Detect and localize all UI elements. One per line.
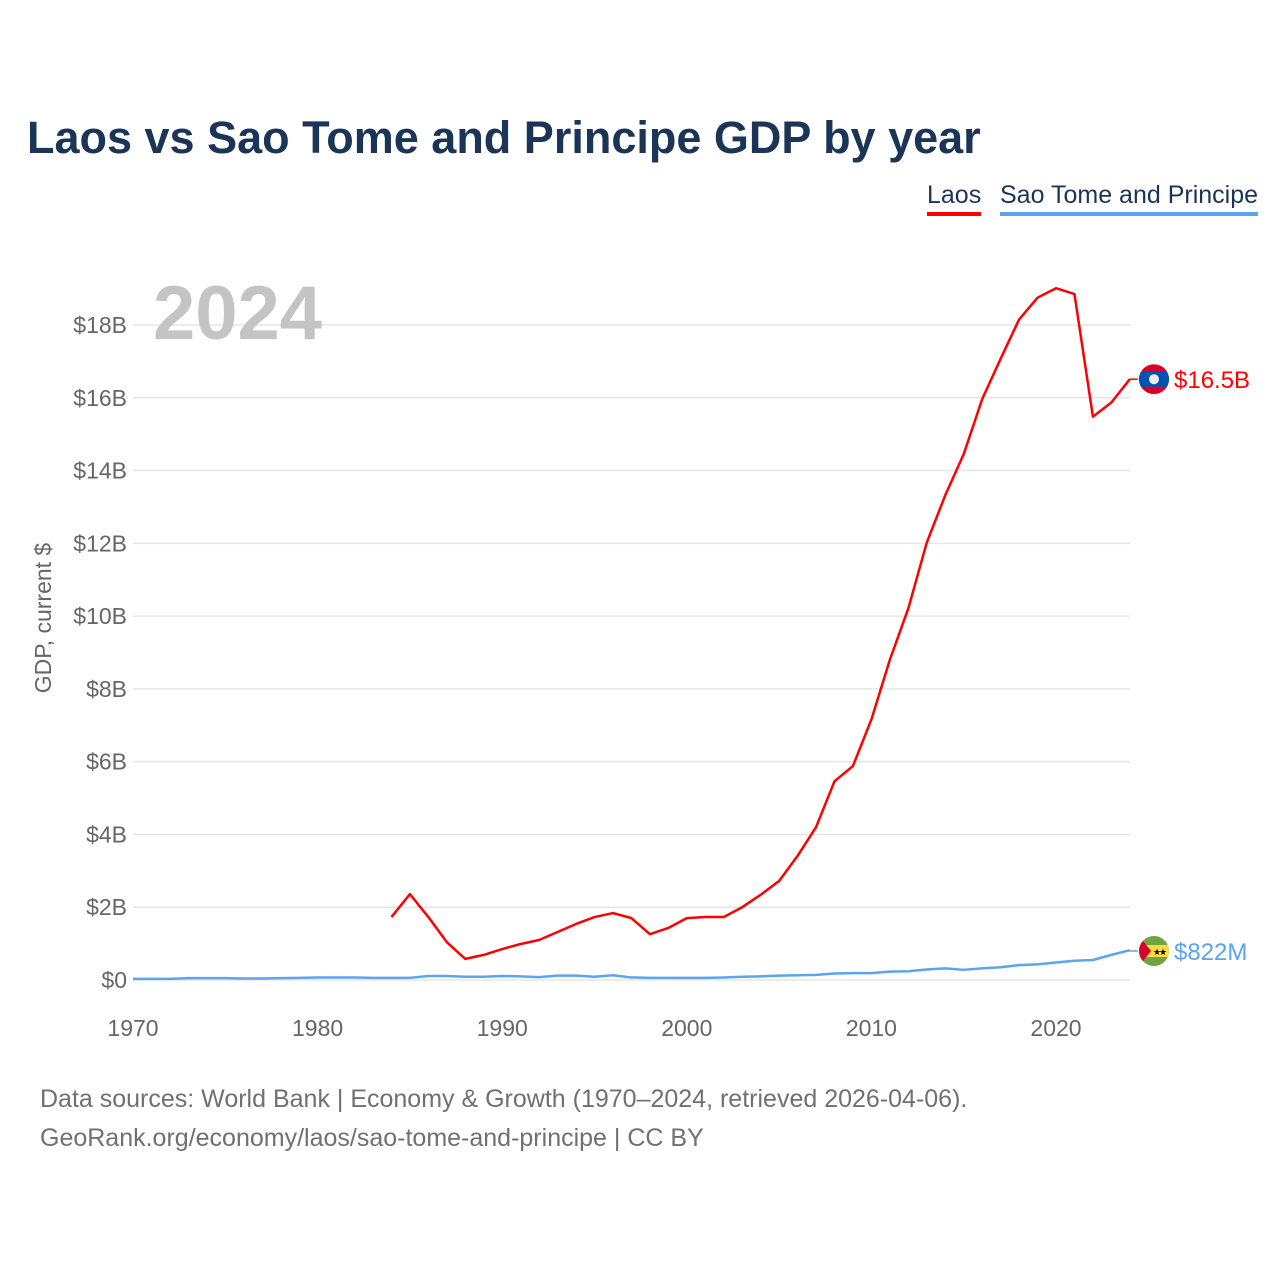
svg-text:★: ★	[1159, 947, 1167, 957]
y-tick-label: $6B	[86, 749, 127, 775]
y-tick-label: $8B	[86, 676, 127, 702]
svg-text:★: ★	[1153, 947, 1161, 957]
year-watermark: 2024	[153, 271, 322, 356]
laos-flag-icon	[1139, 364, 1169, 395]
y-tick-label: $4B	[86, 821, 127, 847]
x-tick-label: 2010	[846, 1015, 897, 1041]
x-tick-label: 1980	[292, 1015, 343, 1041]
x-tick-label: 2020	[1030, 1015, 1081, 1041]
series-line-laos	[390, 286, 1131, 961]
legend-item-laos[interactable]: Laos	[927, 181, 982, 216]
y-tick-label: $18B	[73, 312, 127, 338]
end-value-label: $822M	[1174, 939, 1247, 966]
y-tick-label: $12B	[73, 530, 127, 556]
footer-link[interactable]: GeoRank.org/economy/laos/sao-tome-and-pr…	[40, 1124, 704, 1152]
y-axis-label: GDP, current $	[30, 543, 56, 694]
legend-item-sao-tome[interactable]: Sao Tome and Principe	[1000, 181, 1259, 216]
y-tick-label: $10B	[73, 603, 127, 629]
x-tick-label: 1990	[477, 1015, 528, 1041]
footer-sources: Data sources: World Bank | Economy & Gro…	[40, 1085, 968, 1113]
chart-title: Laos vs Sao Tome and Principe GDP by yea…	[27, 112, 981, 163]
y-tick-label: $0	[101, 967, 127, 993]
y-tick-label: $16B	[73, 385, 127, 411]
sao-tome-flag-icon: ★★	[1139, 936, 1169, 966]
series-line-sao-tome	[133, 948, 1131, 981]
end-value-label: $16.5B	[1174, 367, 1250, 394]
x-tick-label: 2000	[661, 1015, 712, 1041]
y-tick-label: $2B	[86, 894, 127, 920]
x-tick-label: 1970	[107, 1015, 158, 1041]
y-tick-label: $14B	[73, 458, 127, 484]
